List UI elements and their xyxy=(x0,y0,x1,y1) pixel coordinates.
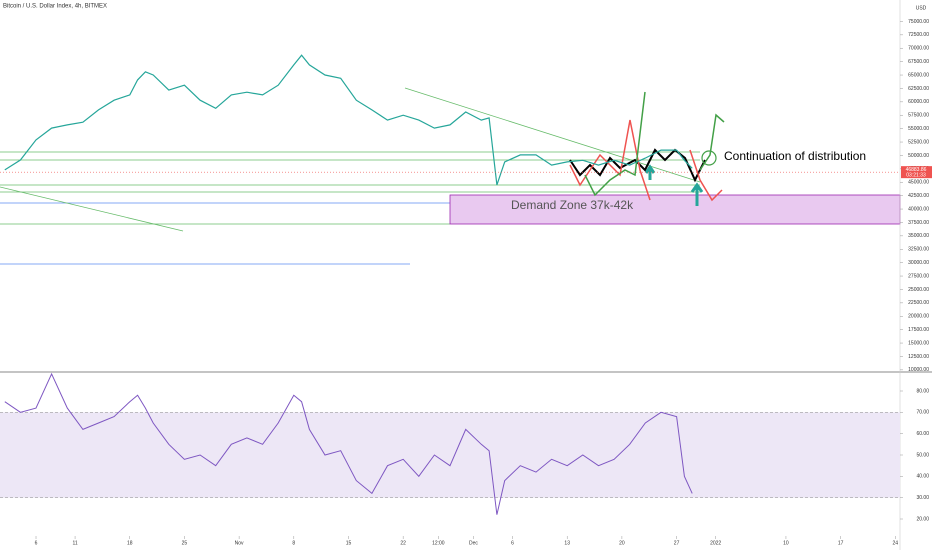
y-tick-label: 15000.00 xyxy=(908,340,929,346)
y-tick-label: 67500.00 xyxy=(908,59,929,65)
projection-red xyxy=(569,119,651,201)
circle-mark xyxy=(701,150,717,166)
y-tick-label: 30.00 xyxy=(916,495,929,501)
x-tick-label: 22 xyxy=(400,540,406,546)
arrow xyxy=(690,182,704,206)
rsi-band xyxy=(0,412,900,498)
y-tick-label: 75000.00 xyxy=(908,19,929,25)
y-tick-label: 12500.00 xyxy=(908,354,929,360)
y-tick-label: 40000.00 xyxy=(908,206,929,212)
x-tick-label: 2022 xyxy=(710,540,721,546)
x-tick-label: 15 xyxy=(346,540,352,546)
y-tick-label: 65000.00 xyxy=(908,72,929,78)
y-tick-label: 45000.00 xyxy=(908,180,929,186)
y-tick-label: 20.00 xyxy=(916,516,929,522)
x-tick-label: 6 xyxy=(35,540,38,546)
annotation: Demand Zone 37k-42k xyxy=(511,198,634,212)
trend-line xyxy=(0,186,184,232)
series-line xyxy=(4,372,693,515)
projection-green xyxy=(699,113,725,171)
annotation: Continuation of distribution xyxy=(724,149,866,163)
demand-zone xyxy=(449,194,901,225)
x-tick-label: 8 xyxy=(292,540,295,546)
y-tick-label: 55000.00 xyxy=(908,126,929,132)
y-tick-label: 50.00 xyxy=(916,452,929,458)
x-tick-label: 13 xyxy=(564,540,570,546)
y-tick-label: 70000.00 xyxy=(908,46,929,52)
x-tick-label: 12:00 xyxy=(432,540,445,546)
y-tick-label: 40.00 xyxy=(916,474,929,480)
x-tick-label: 25 xyxy=(182,540,188,546)
drawings xyxy=(0,87,901,265)
x-tick-label: 24 xyxy=(893,540,899,546)
y-tick-label: 42500.00 xyxy=(908,193,929,199)
arrow xyxy=(644,164,656,180)
x-tick-label: Nov xyxy=(235,540,244,546)
x-tick-label: 18 xyxy=(127,540,133,546)
x-tick-label: 11 xyxy=(72,540,77,546)
y-tick-label: 25000.00 xyxy=(908,287,929,293)
x-tick-label: 27 xyxy=(674,540,680,546)
y-tick-label: 70.00 xyxy=(916,410,929,416)
y-tick-label: 37500.00 xyxy=(908,220,929,226)
y-tick-label: 32500.00 xyxy=(908,247,929,253)
x-tick-label: 10 xyxy=(783,540,789,546)
currency: USD xyxy=(916,5,927,11)
x-tick-label: 6 xyxy=(511,540,514,546)
last-price-box xyxy=(901,166,932,179)
y-tick-label: 62500.00 xyxy=(908,86,929,92)
y-tick-label: 57500.00 xyxy=(908,113,929,119)
y-tick-label: 50000.00 xyxy=(908,153,929,159)
y-tick-label: 60.00 xyxy=(916,431,929,437)
x-tick-label: 20 xyxy=(619,540,625,546)
y-tick-label: 72500.00 xyxy=(908,32,929,38)
y-tick-label: 17500.00 xyxy=(908,327,929,333)
x-tick-label: Dec xyxy=(469,540,478,546)
y-tick-label: 60000.00 xyxy=(908,99,929,105)
projection-red xyxy=(689,149,723,202)
y-tick-label: 30000.00 xyxy=(908,260,929,266)
y-tick-label: 80.00 xyxy=(916,388,929,394)
series-line xyxy=(4,54,693,186)
countdown: 03:21:33 xyxy=(906,172,926,178)
y-tick-label: 35000.00 xyxy=(908,233,929,239)
y-tick-label: 22500.00 xyxy=(908,300,929,306)
y-tick-label: 52500.00 xyxy=(908,139,929,145)
chart-title: Bitcoin / U.S. Dollar Index, 4h, BITMEX xyxy=(3,4,107,10)
y-tick-label: 27500.00 xyxy=(908,273,929,279)
y-tick-label: 10000.00 xyxy=(908,367,929,373)
y-tick-label: 20000.00 xyxy=(908,314,929,320)
x-tick-label: 17 xyxy=(838,540,844,546)
projection-green xyxy=(584,91,646,197)
last-price-label: 46883.86 xyxy=(906,167,927,173)
